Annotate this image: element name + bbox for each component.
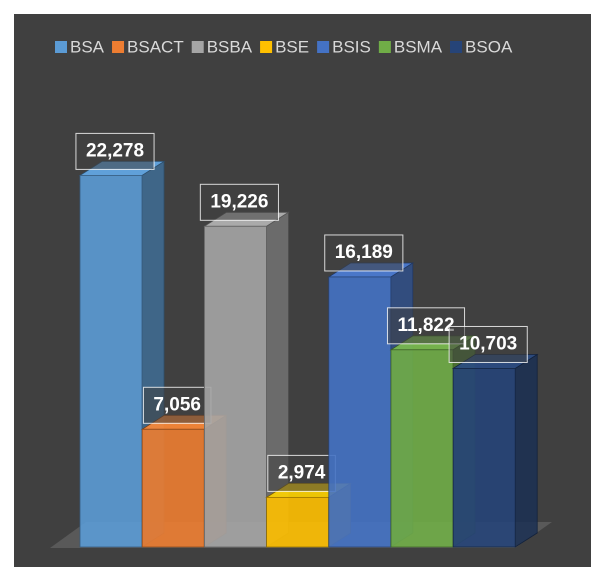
bar-side — [514, 353, 538, 548]
legend-text: BSOA — [465, 37, 513, 56]
value-label-bg — [199, 183, 279, 221]
legend-text: BSACT — [127, 37, 184, 56]
value-label: 11,822 — [397, 315, 454, 336]
value-label: 16,189 — [335, 242, 393, 263]
value-label-bg — [142, 386, 212, 424]
value-label-box — [324, 234, 404, 272]
value-label: 19,226 — [210, 191, 268, 212]
legend-text: BSMA — [394, 37, 443, 56]
legend-swatch — [112, 41, 125, 53]
value-label: 10,703 — [459, 333, 517, 354]
value-label-box — [142, 386, 212, 424]
legend-text: BSA — [70, 37, 105, 56]
legend-swatch — [450, 41, 463, 53]
value-label-bg — [324, 234, 404, 272]
legend-text: BSE — [275, 37, 309, 56]
bar — [452, 368, 516, 548]
bar — [266, 496, 330, 548]
legend-swatch — [317, 41, 330, 53]
value-label-bg — [448, 325, 528, 363]
legend-text: BSIS — [332, 37, 371, 56]
legend-swatch — [260, 41, 273, 53]
value-label: 7,056 — [153, 394, 201, 415]
bar — [203, 225, 267, 548]
value-label: 2,974 — [278, 462, 326, 483]
value-label-bg — [267, 454, 336, 492]
legend-swatch — [55, 41, 67, 53]
value-label-box — [267, 454, 336, 492]
legend-swatch — [378, 41, 391, 53]
legend-swatch — [191, 41, 204, 53]
bar — [79, 175, 143, 548]
bar — [141, 428, 205, 548]
value-label-bg — [75, 132, 155, 170]
value-label-box — [448, 325, 528, 363]
legend-text: BSBA — [207, 37, 253, 56]
value-label: 22,278 — [86, 140, 144, 161]
bar — [328, 276, 392, 548]
value-label-box — [75, 132, 155, 170]
value-label-box — [199, 183, 279, 221]
bar — [390, 349, 454, 548]
